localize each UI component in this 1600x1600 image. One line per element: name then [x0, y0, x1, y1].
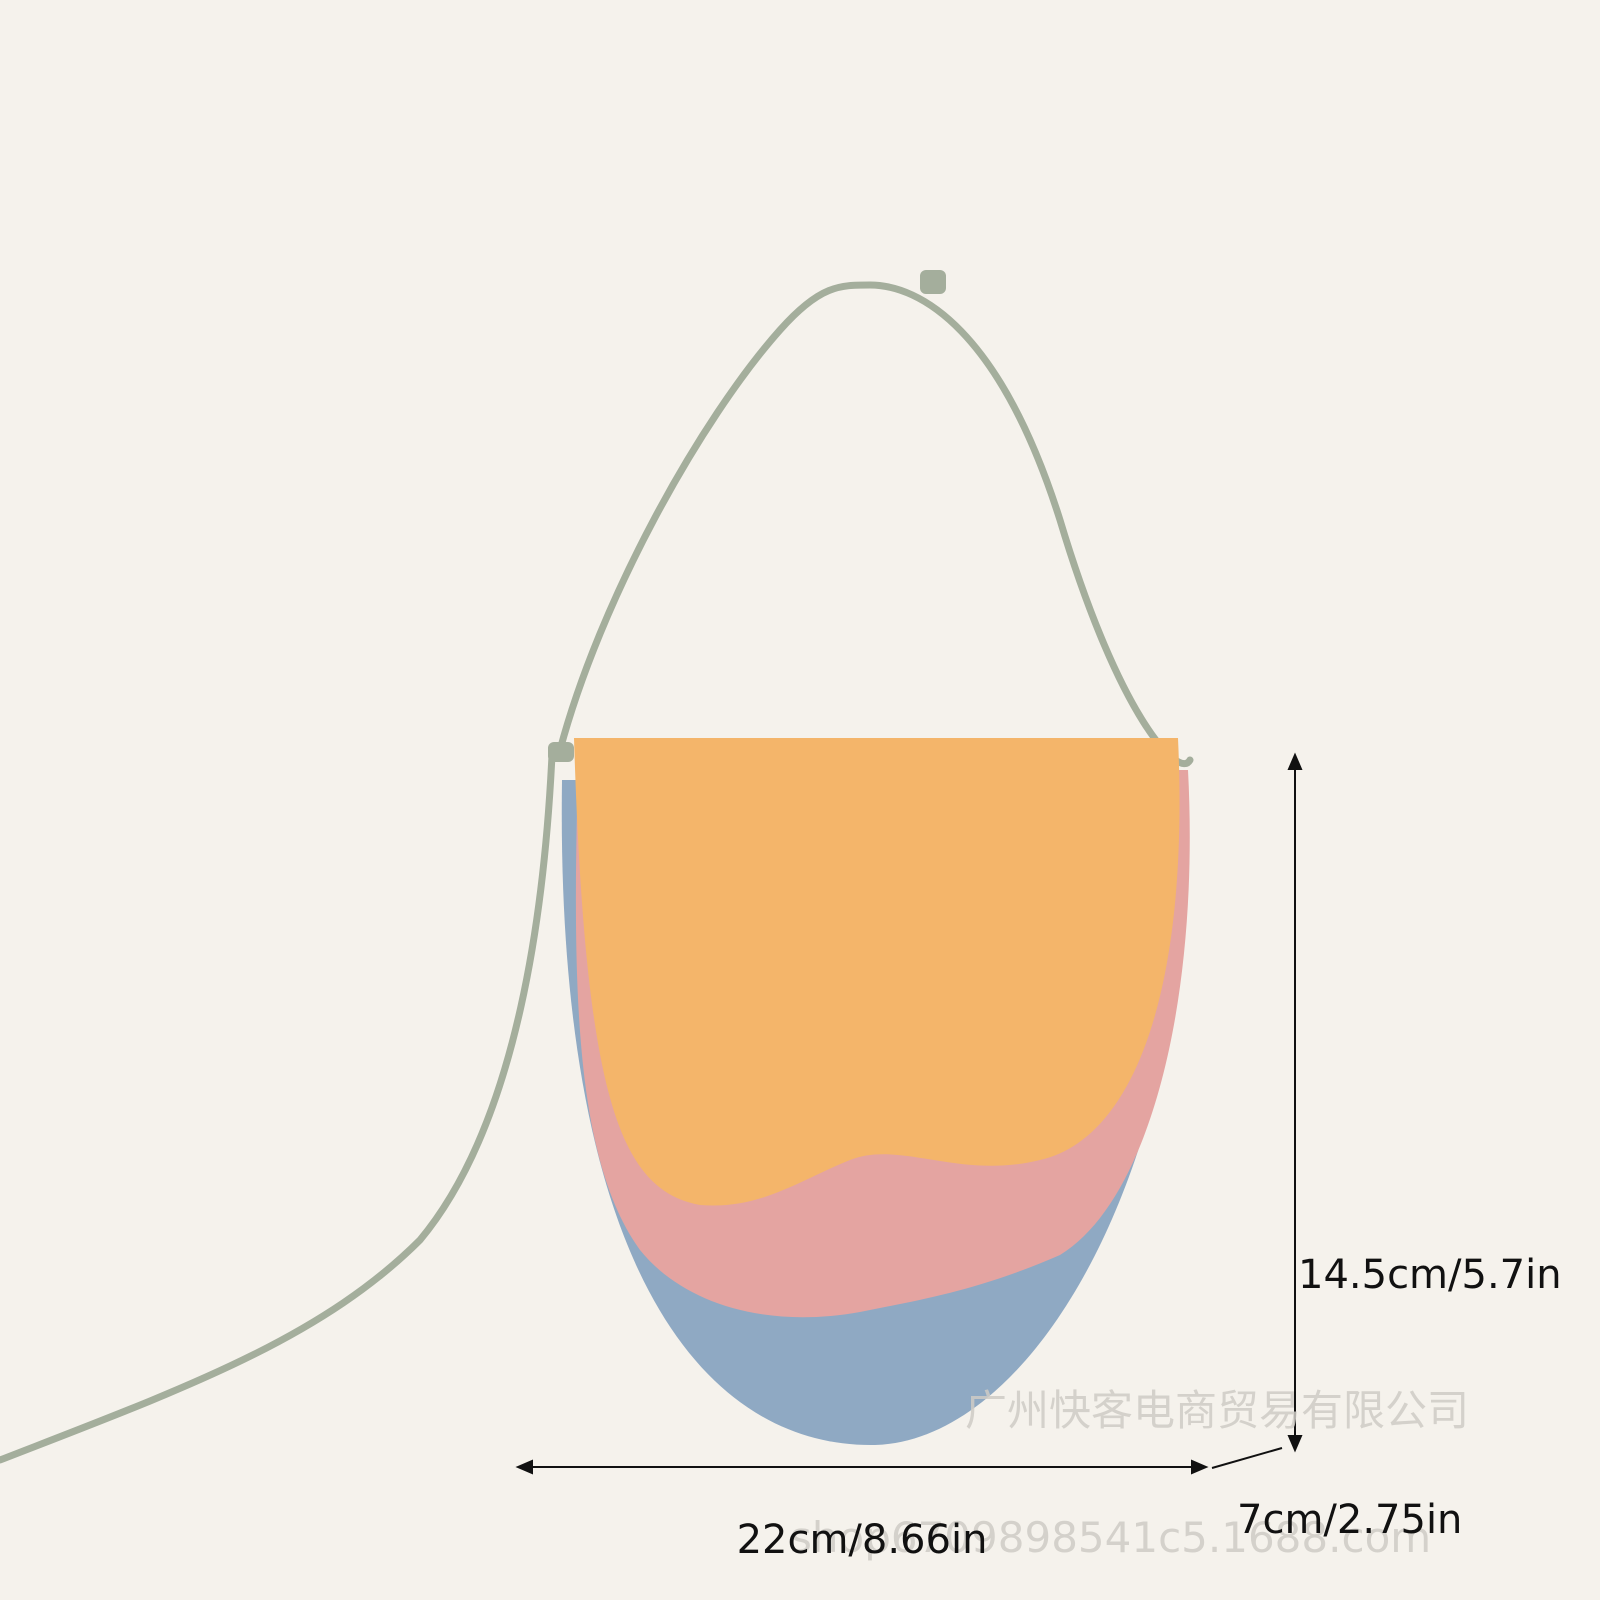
dimension-lines	[515, 752, 1303, 1475]
arrowhead	[1287, 1435, 1303, 1453]
strap-tail	[0, 751, 556, 1464]
depth-label: 7cm/2.75in	[1237, 1497, 1462, 1543]
strap-left	[556, 281, 874, 754]
watermark-shop: shop6709898541c5.1688.com	[790, 1513, 1431, 1562]
bag-flap	[574, 738, 1180, 1206]
width-label: 22cm/8.66in	[737, 1517, 988, 1563]
height-label: 14.5cm/5.7in	[1298, 1252, 1562, 1298]
arrowhead	[1191, 1459, 1209, 1475]
arrowhead	[515, 1459, 533, 1475]
depth-line	[1211, 1447, 1283, 1469]
strap-ring	[548, 742, 574, 762]
arrowhead	[1287, 752, 1303, 770]
strap-slider	[920, 270, 946, 294]
watermark-company: 广州快客电商贸易有限公司	[965, 1386, 1469, 1435]
